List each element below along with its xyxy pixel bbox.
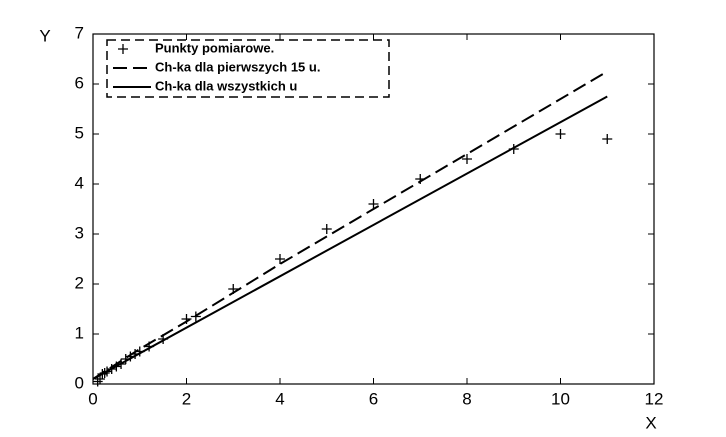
y-tick-label: 2 [75, 273, 84, 292]
y-tick-label: 1 [75, 323, 84, 342]
x-axis-label: X [645, 413, 656, 432]
legend-label: Ch-ka dla pierwszych 15 u. [155, 59, 320, 74]
data-point [368, 199, 379, 209]
data-line [92, 95, 608, 380]
y-tick-label: 3 [75, 223, 84, 242]
legend-label: Ch-ka dla wszystkich u [155, 78, 297, 93]
data-point [92, 376, 103, 387]
x-tick-label: 4 [275, 389, 284, 408]
data-point [275, 254, 285, 264]
data-line [92, 70, 608, 380]
data-point [602, 134, 613, 144]
x-tick-label: 6 [369, 389, 378, 408]
y-tick-label: 4 [75, 173, 84, 192]
legend-marker [118, 44, 128, 54]
data-point [321, 224, 332, 234]
legend-box [106, 39, 390, 98]
data-point [555, 129, 566, 139]
x-tick-label: 10 [551, 389, 570, 408]
x-tick-label: 2 [182, 389, 191, 408]
x-tick-label: 0 [88, 389, 97, 408]
y-tick-label: 5 [75, 123, 84, 142]
data-point [462, 154, 472, 164]
legend-label: Punkty pomiarowe. [155, 40, 274, 55]
y-tick-label: 7 [75, 23, 84, 42]
y-tick-label: 6 [75, 73, 84, 92]
x-tick-label: 12 [645, 389, 664, 408]
x-tick-label: 8 [462, 389, 471, 408]
y-tick-label: 0 [75, 373, 84, 392]
y-axis-label: Y [39, 26, 50, 45]
